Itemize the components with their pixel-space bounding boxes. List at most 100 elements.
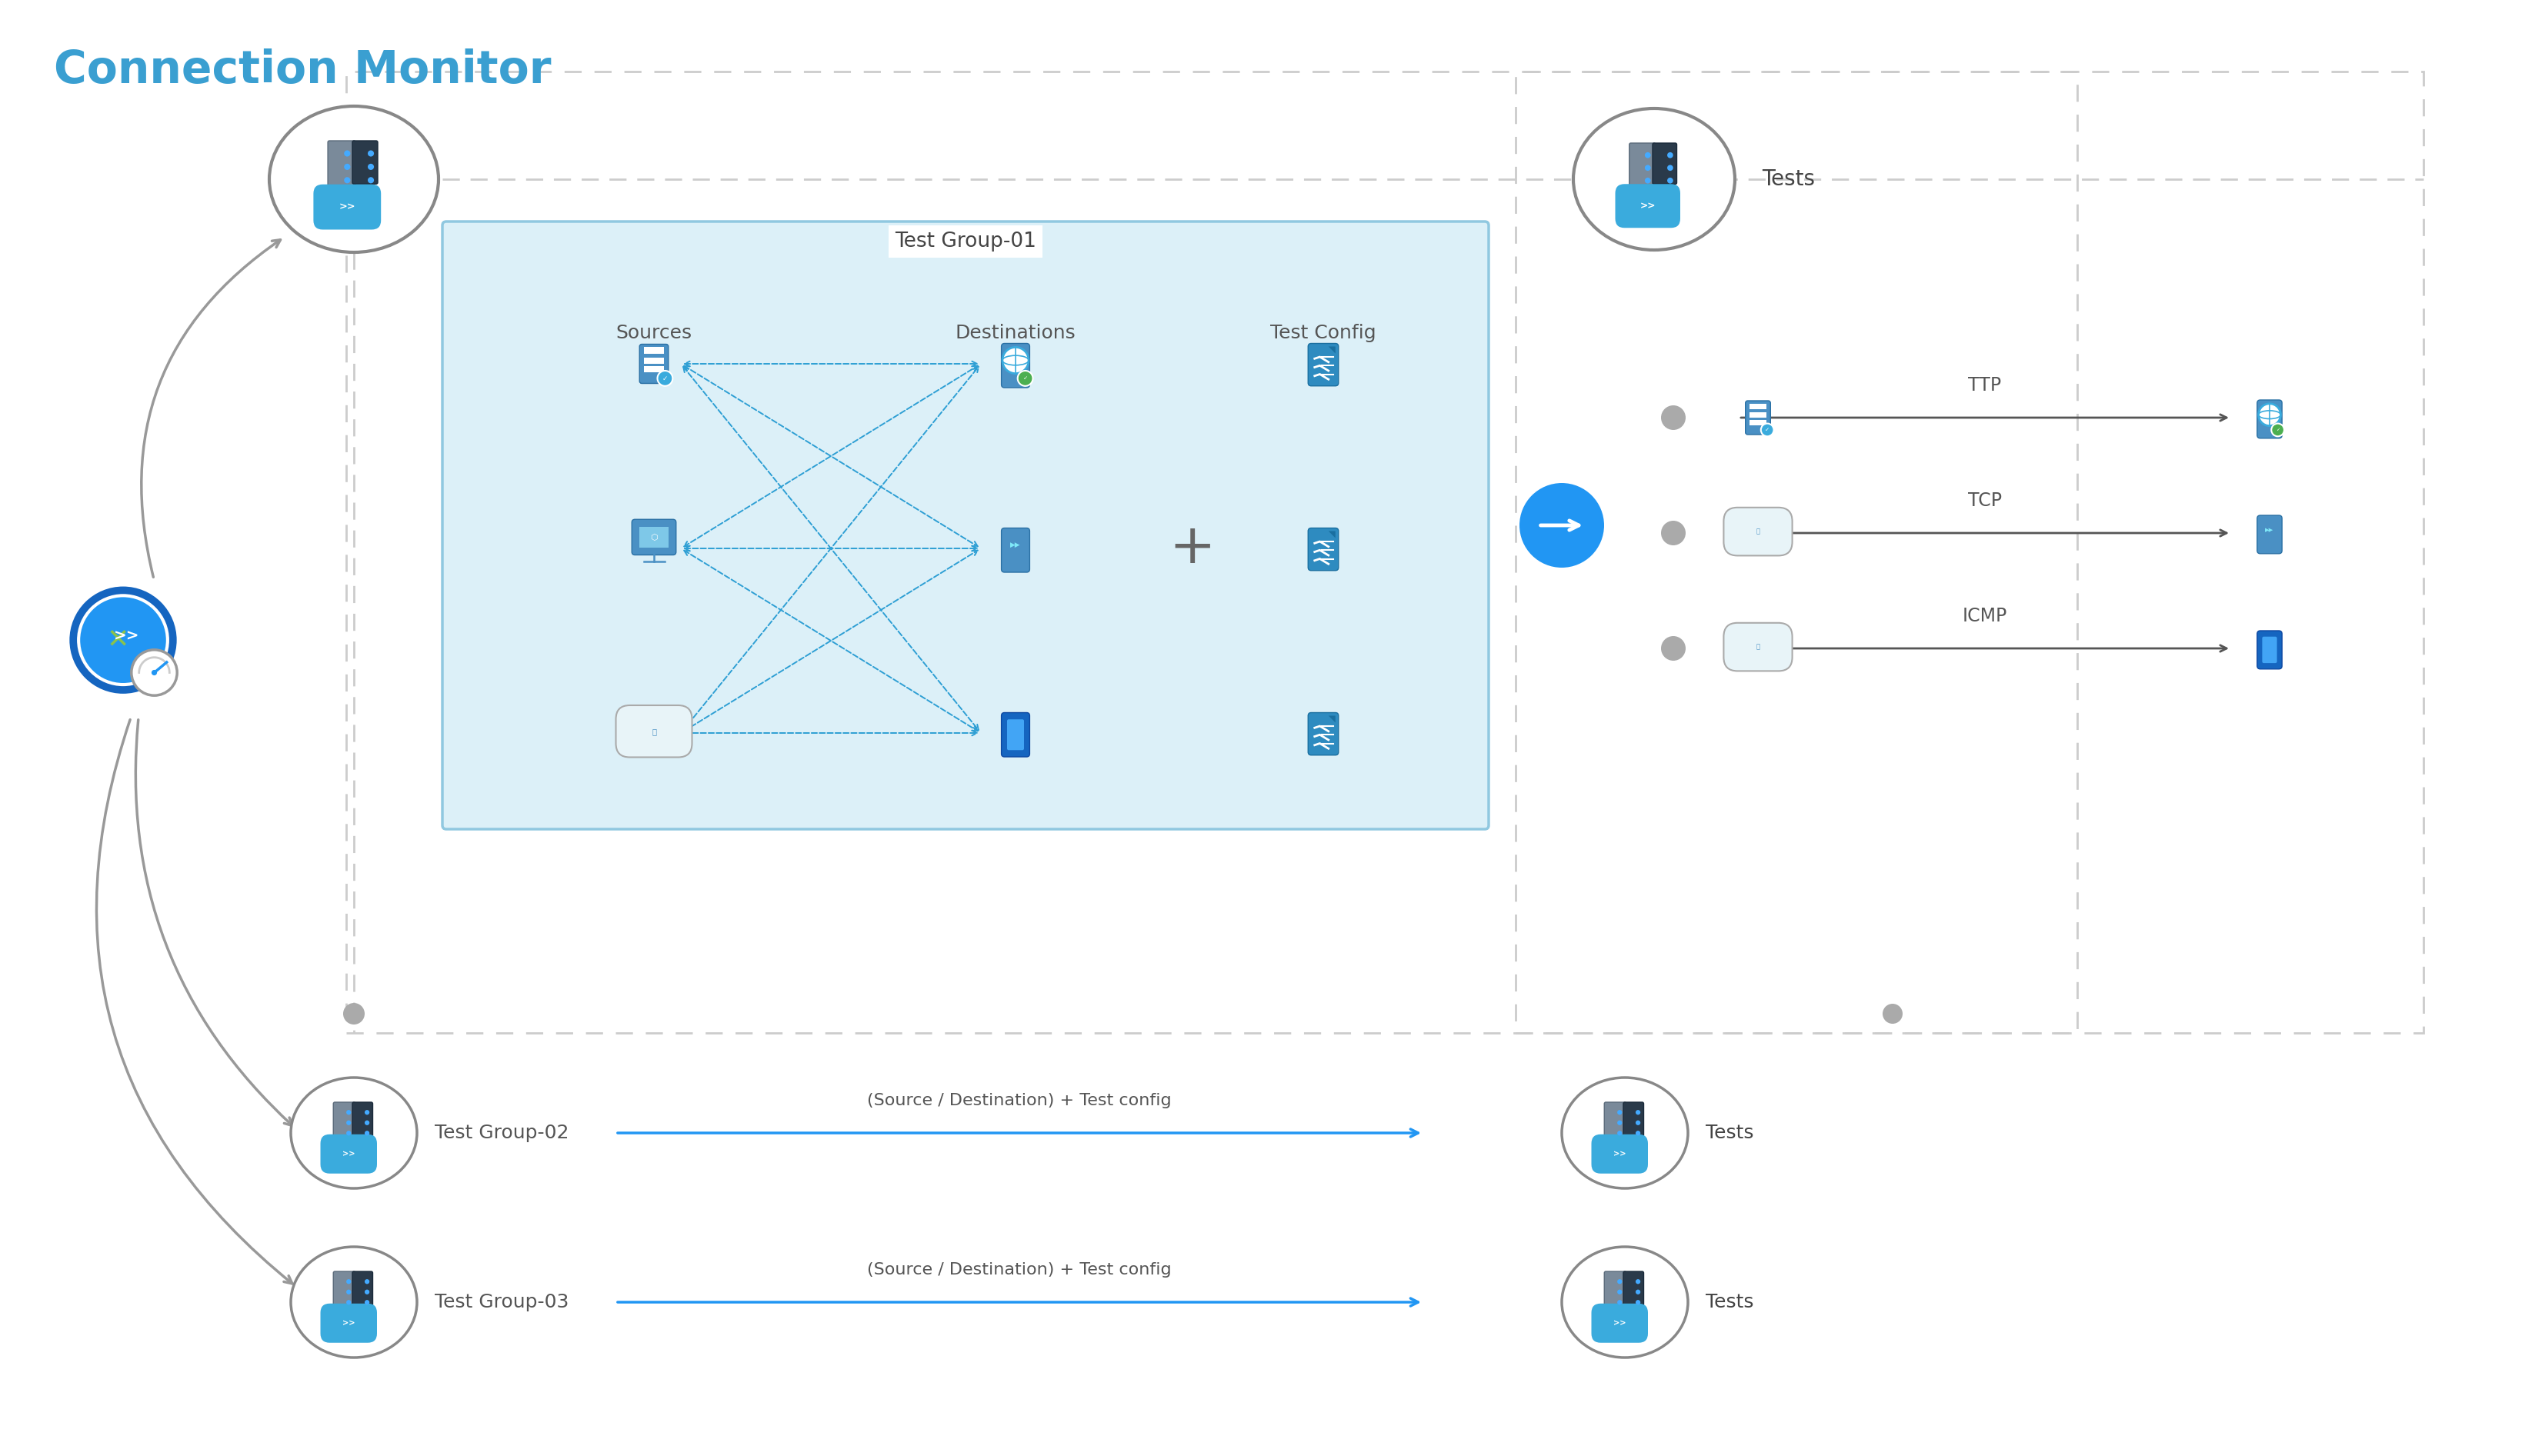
Circle shape: [1760, 424, 1773, 437]
Circle shape: [364, 1109, 369, 1115]
FancyBboxPatch shape: [1616, 183, 1679, 227]
Circle shape: [1636, 1109, 1641, 1115]
Circle shape: [1666, 165, 1674, 170]
Text: >>: >>: [1613, 1150, 1626, 1158]
Circle shape: [1661, 636, 1687, 661]
Polygon shape: [1328, 347, 1336, 354]
Text: ICMP: ICMP: [1962, 607, 2007, 625]
FancyBboxPatch shape: [354, 1102, 374, 1137]
Circle shape: [1616, 1280, 1621, 1284]
Circle shape: [369, 178, 374, 183]
Circle shape: [364, 1131, 369, 1136]
Text: TTP: TTP: [1970, 376, 2002, 395]
FancyBboxPatch shape: [1002, 712, 1030, 757]
Circle shape: [343, 1003, 364, 1025]
Circle shape: [346, 1300, 351, 1305]
Circle shape: [1636, 1131, 1641, 1136]
Circle shape: [364, 1300, 369, 1305]
FancyBboxPatch shape: [2257, 515, 2283, 553]
Text: Destinations: Destinations: [954, 323, 1076, 342]
Text: ✓: ✓: [1023, 376, 1028, 380]
FancyBboxPatch shape: [1725, 623, 1793, 671]
Text: Test Config: Test Config: [1270, 323, 1376, 342]
Circle shape: [364, 1120, 369, 1125]
Text: ✕: ✕: [106, 628, 129, 654]
Circle shape: [1616, 1290, 1621, 1294]
Circle shape: [1661, 521, 1687, 546]
Circle shape: [1666, 178, 1674, 183]
FancyBboxPatch shape: [328, 141, 356, 191]
Text: Tests: Tests: [1707, 1124, 1755, 1142]
Circle shape: [343, 163, 351, 170]
Text: >>: >>: [338, 202, 356, 213]
FancyBboxPatch shape: [644, 367, 664, 373]
FancyArrowPatch shape: [136, 719, 293, 1125]
FancyBboxPatch shape: [1603, 1271, 1626, 1310]
FancyBboxPatch shape: [1750, 403, 1765, 409]
FancyBboxPatch shape: [354, 1271, 374, 1306]
Circle shape: [1644, 165, 1651, 170]
Text: >>: >>: [1639, 201, 1656, 211]
Circle shape: [152, 670, 157, 676]
Ellipse shape: [270, 106, 439, 252]
FancyBboxPatch shape: [313, 185, 381, 230]
Circle shape: [364, 1280, 369, 1284]
FancyBboxPatch shape: [639, 527, 669, 547]
Circle shape: [346, 1131, 351, 1136]
Circle shape: [1002, 347, 1028, 374]
Text: Test Group-03: Test Group-03: [434, 1293, 568, 1312]
Circle shape: [369, 150, 374, 157]
Text: >>: >>: [343, 1150, 356, 1158]
FancyBboxPatch shape: [1308, 529, 1338, 571]
FancyBboxPatch shape: [1750, 412, 1765, 418]
Text: >>: >>: [343, 1319, 356, 1326]
FancyBboxPatch shape: [1624, 1271, 1644, 1306]
Text: ✓: ✓: [2275, 428, 2280, 432]
Polygon shape: [1328, 716, 1336, 722]
Circle shape: [346, 1109, 351, 1115]
FancyBboxPatch shape: [1007, 719, 1025, 750]
Circle shape: [1636, 1290, 1641, 1294]
Text: Tests: Tests: [1707, 1293, 1755, 1312]
FancyBboxPatch shape: [616, 705, 692, 757]
FancyBboxPatch shape: [333, 1271, 356, 1310]
FancyBboxPatch shape: [1308, 712, 1338, 756]
Circle shape: [346, 1280, 351, 1284]
Circle shape: [1616, 1131, 1621, 1136]
Text: >>: >>: [114, 629, 139, 644]
Circle shape: [131, 649, 177, 696]
Circle shape: [1616, 1120, 1621, 1125]
Circle shape: [1616, 1300, 1621, 1305]
FancyBboxPatch shape: [321, 1303, 376, 1342]
Circle shape: [81, 597, 167, 683]
Circle shape: [1644, 178, 1651, 183]
FancyBboxPatch shape: [1603, 1102, 1626, 1142]
FancyBboxPatch shape: [1002, 344, 1030, 387]
FancyArrowPatch shape: [141, 240, 280, 577]
Ellipse shape: [1573, 108, 1735, 250]
FancyBboxPatch shape: [1750, 419, 1765, 425]
Text: 🖥: 🖥: [1755, 644, 1760, 651]
Text: ✓: ✓: [1765, 428, 1770, 432]
Circle shape: [343, 150, 351, 157]
Circle shape: [1636, 1280, 1641, 1284]
Text: +: +: [1169, 521, 1215, 575]
Text: (Source / Destination) + Test config: (Source / Destination) + Test config: [866, 1262, 1172, 1277]
Text: Test Group-01: Test Group-01: [894, 232, 1035, 252]
Polygon shape: [1328, 531, 1336, 539]
FancyBboxPatch shape: [1745, 400, 1770, 434]
Text: ✓: ✓: [662, 374, 667, 381]
Text: TCP: TCP: [1967, 492, 2002, 510]
Text: Sources: Sources: [616, 323, 692, 342]
Text: >>: >>: [1613, 1319, 1626, 1326]
Text: Test Group-02: Test Group-02: [434, 1124, 568, 1142]
FancyBboxPatch shape: [1591, 1134, 1649, 1174]
Ellipse shape: [1563, 1246, 1687, 1357]
FancyBboxPatch shape: [442, 221, 1490, 828]
Circle shape: [73, 590, 172, 690]
Ellipse shape: [290, 1246, 417, 1357]
FancyArrowPatch shape: [96, 719, 293, 1284]
FancyBboxPatch shape: [1725, 508, 1793, 556]
FancyBboxPatch shape: [1629, 143, 1656, 191]
Text: 🖥: 🖥: [1755, 529, 1760, 534]
